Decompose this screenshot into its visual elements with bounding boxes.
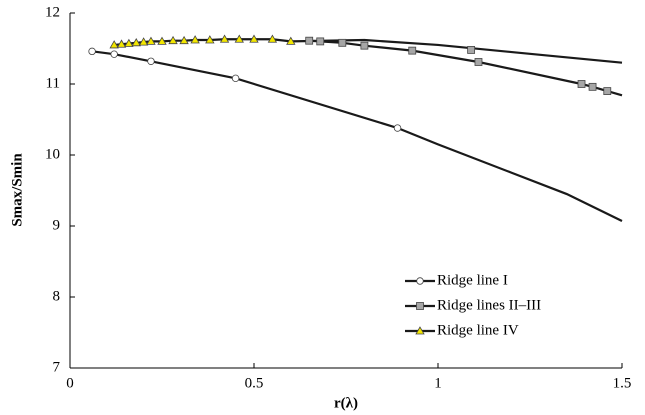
legend-marker (415, 326, 425, 335)
marker (205, 35, 215, 44)
marker (116, 39, 127, 48)
marker (249, 34, 259, 43)
marker (138, 37, 149, 46)
marker (408, 46, 417, 55)
marker (474, 58, 483, 66)
x-tick-label: 1 (434, 375, 442, 391)
y-tick-label: 9 (53, 217, 61, 233)
series-tail (397, 126, 623, 223)
y-tick-label: 11 (46, 75, 60, 91)
x-tick-label: 0 (66, 375, 74, 391)
y-tick-label: 8 (53, 288, 61, 304)
marker (124, 38, 134, 47)
x-axis-label: r(λ) (334, 395, 358, 411)
marker (267, 34, 278, 43)
y-tick-label: 10 (45, 146, 60, 162)
marker (231, 74, 240, 83)
marker (147, 57, 155, 65)
marker (286, 36, 296, 45)
marker (393, 124, 402, 132)
marker (157, 36, 167, 45)
series-line (309, 39, 608, 93)
marker (190, 35, 200, 44)
marker (109, 40, 119, 49)
marker (131, 38, 141, 47)
legend-marker (416, 277, 424, 285)
y-tick-label: 7 (53, 359, 61, 375)
marker (467, 46, 476, 54)
series-line (114, 38, 291, 47)
legend-label: Ridge line I (437, 272, 508, 288)
x-tick-label: 1.5 (613, 375, 632, 391)
marker (360, 41, 369, 50)
marker (338, 38, 347, 47)
marker (110, 50, 118, 58)
legend-marker (416, 302, 424, 310)
marker (219, 34, 230, 43)
series-line (91, 50, 398, 130)
marker (168, 35, 178, 45)
marker (588, 82, 597, 91)
marker (88, 47, 96, 56)
marker (179, 35, 189, 45)
marker (234, 34, 244, 43)
marker (603, 87, 612, 95)
marker (316, 37, 325, 46)
marker (305, 36, 314, 45)
legend-label: Ridge line IV (437, 322, 519, 338)
y-axis-label: Smax/Smin (9, 153, 25, 227)
y-tick-label: 12 (45, 4, 60, 20)
marker (577, 80, 586, 88)
legend-label: Ridge lines II–III (437, 297, 541, 313)
x-tick-label: 0.5 (245, 375, 264, 391)
marker (146, 36, 156, 45)
